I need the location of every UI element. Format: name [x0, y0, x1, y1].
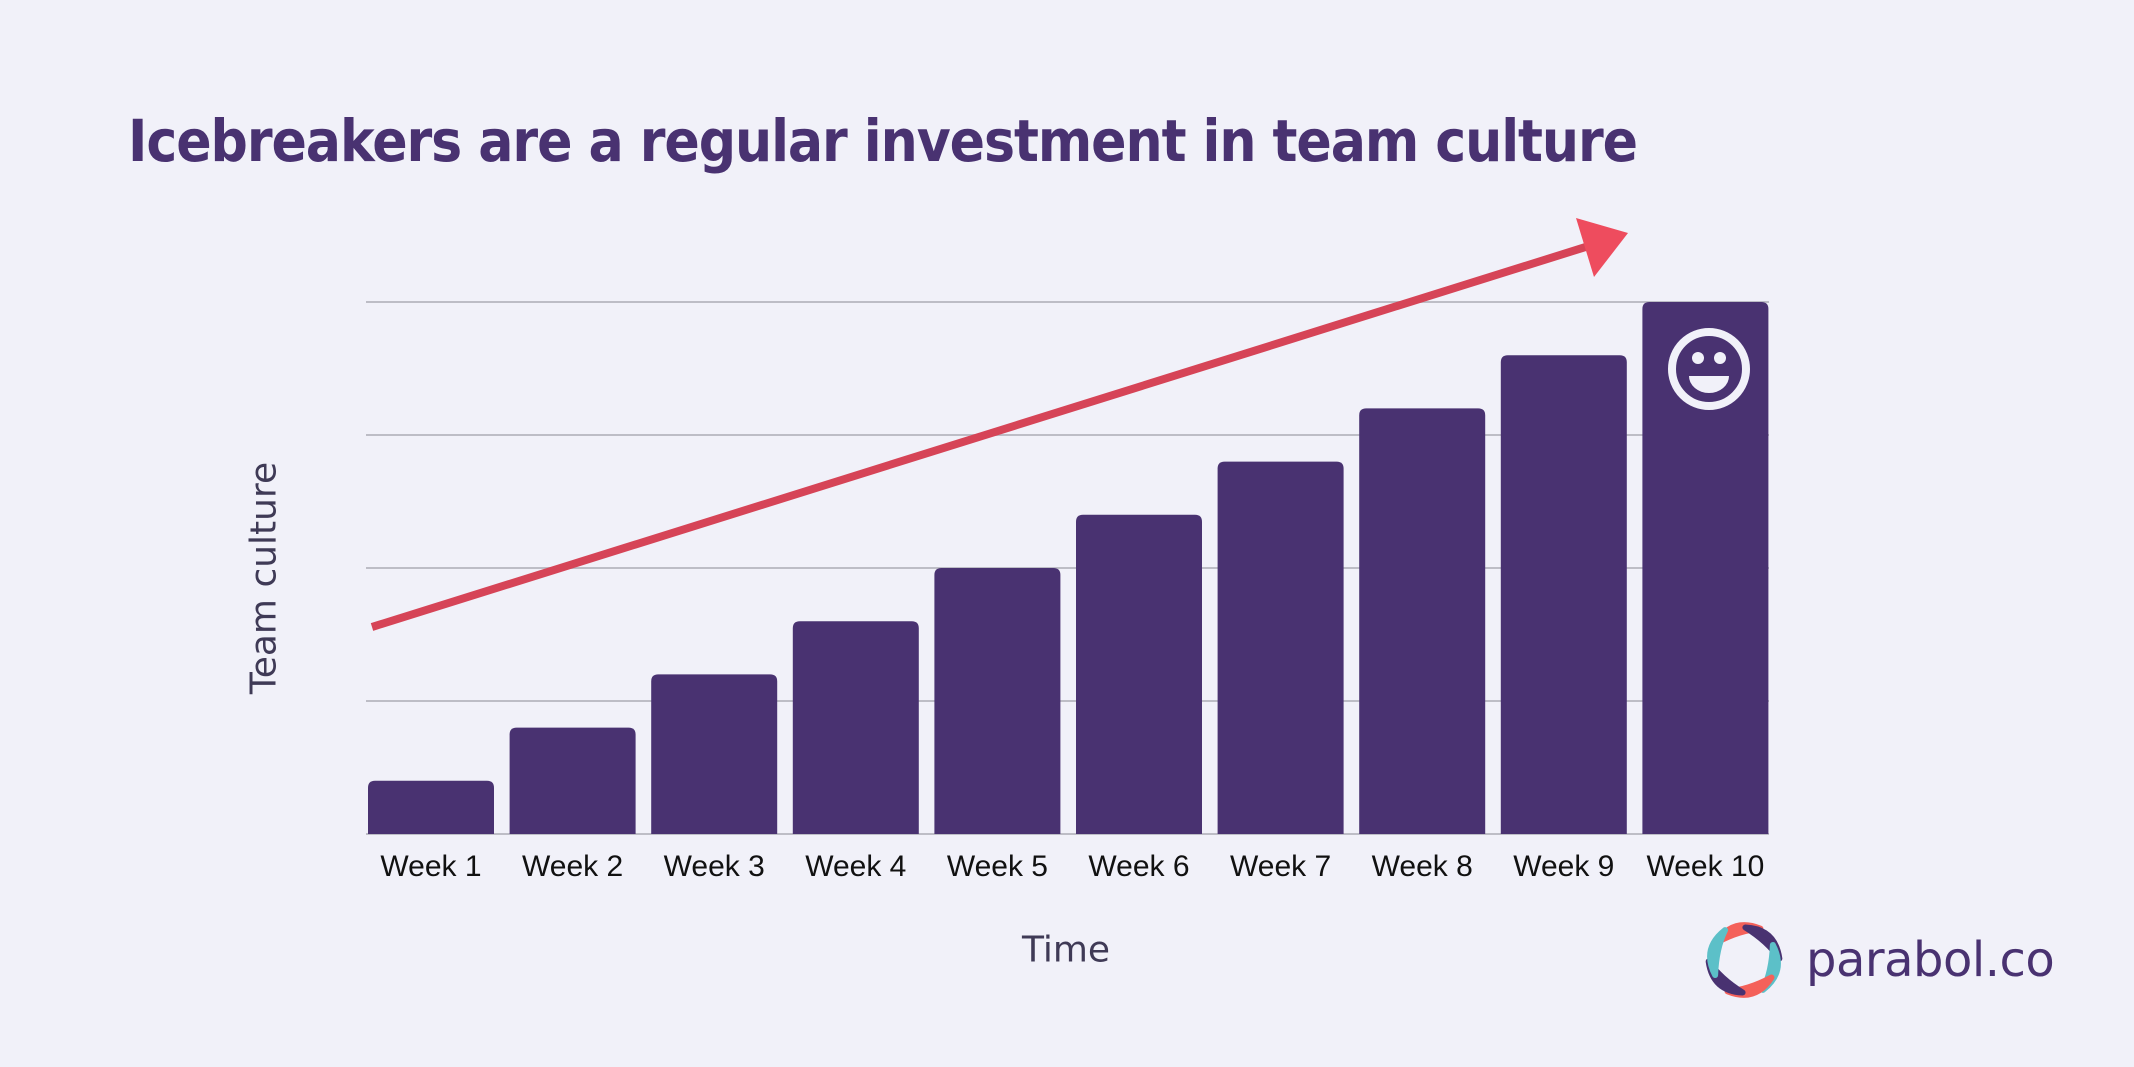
bar-week-5 [934, 568, 1061, 834]
bar-week-1 [368, 780, 494, 834]
bar-week-2 [509, 727, 636, 834]
trend-arrowhead [1576, 218, 1628, 277]
trend-arrow [370, 218, 1628, 631]
x-tick-label: Week 9 [1513, 850, 1614, 883]
x-tick-label: Week 1 [380, 850, 481, 883]
bar-week-7 [1217, 461, 1344, 834]
x-axis-label: Time [1021, 929, 1111, 971]
trend-line [370, 241, 1594, 631]
x-tick-label: Week 3 [664, 850, 765, 883]
x-tick-label: Week 8 [1372, 850, 1473, 883]
bar-week-6 [1076, 514, 1202, 834]
bar-week-4 [792, 621, 919, 834]
x-tick-labels: Week 1 Week 2 Week 3 Week 4 Week 5 Week 6 Week… [380, 850, 1764, 883]
x-tick-label: Week 5 [947, 850, 1048, 883]
bar-week-3 [651, 674, 778, 834]
brand-logo: parabol.co [1704, 920, 2055, 1000]
parabol-logo-icon [1705, 922, 1783, 998]
brand-name: parabol.co [1806, 932, 2055, 988]
x-tick-label: Week 10 [1646, 850, 1764, 883]
bar-week-10 [1642, 302, 1769, 834]
smiley-face-icon [1668, 328, 1750, 410]
y-axis-label: Team culture [243, 461, 285, 695]
bar-week-9 [1500, 355, 1627, 834]
x-tick-label: Week 2 [522, 850, 623, 883]
bars [368, 302, 1769, 834]
x-tick-label: Week 6 [1088, 850, 1189, 883]
x-tick-label: Week 4 [805, 850, 906, 883]
x-tick-label: Week 7 [1230, 850, 1331, 883]
chart-title: Icebreakers are a regular investment in … [128, 107, 1638, 175]
bar-week-8 [1359, 408, 1486, 834]
